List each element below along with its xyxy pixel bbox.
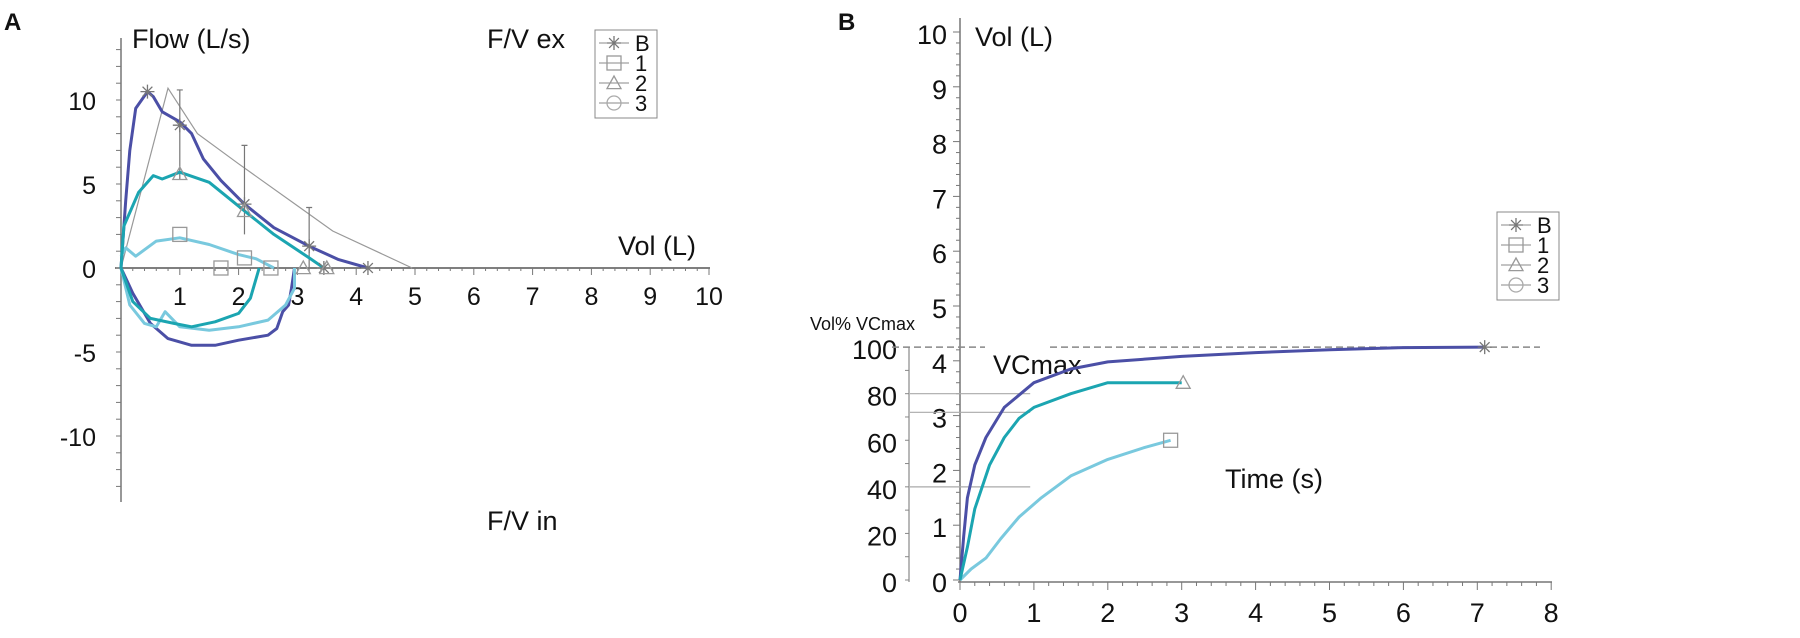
panel-a-title: F/V ex [487, 24, 566, 54]
legend-marker-3 [606, 95, 622, 111]
x-tick-label: 7 [1470, 598, 1485, 628]
y-tick-label: 7 [932, 184, 947, 214]
marker-1 [213, 260, 229, 276]
y2-tick-label: 40 [867, 475, 897, 505]
y-tick-label: 1 [932, 513, 947, 543]
vcmax-annotation: VCmax [993, 350, 1082, 380]
x-tick-label: 4 [349, 283, 363, 311]
legend-label-3: 3 [635, 91, 647, 116]
y-tick-label: 6 [932, 239, 947, 269]
marker-1 [236, 250, 253, 266]
legend-marker-2 [605, 74, 623, 90]
y2-tick-label: 0 [882, 568, 897, 598]
marker-2 [171, 165, 188, 181]
x-tick-label: 5 [408, 283, 422, 311]
legend-marker-B [607, 36, 621, 50]
series-B-inspiratory [119, 267, 296, 347]
series-2-expiratory [119, 170, 325, 270]
legend-label-B: B [635, 31, 650, 56]
y-tick-label: 5 [82, 172, 96, 200]
x-tick-label: 6 [1396, 598, 1411, 628]
end-marker-2 [1175, 374, 1192, 389]
panel-a-bottom-title: F/V in [487, 506, 558, 536]
panel-b-y2-label: Vol% VCmax [810, 314, 915, 334]
legend-marker-1 [606, 55, 622, 71]
legend-marker-1 [1508, 237, 1524, 253]
legend-label-2: 2 [1537, 253, 1549, 278]
y-tick-label: 9 [932, 75, 947, 105]
marker-B [302, 239, 317, 254]
marker-1 [263, 260, 279, 276]
panel-a-label: A [4, 9, 21, 36]
series-1-inspiratory [119, 267, 296, 332]
legend-label-3: 3 [1537, 273, 1549, 298]
end-marker-B [1477, 340, 1492, 355]
y-tick-label: 10 [68, 88, 96, 116]
legend-label-1: 1 [1537, 233, 1549, 258]
marker-2 [318, 259, 335, 275]
marker-1 [172, 226, 188, 243]
series-2-line [958, 381, 1182, 581]
y-tick-label: 5 [932, 294, 947, 324]
marker-2 [295, 259, 312, 275]
x-tick-label: 2 [1100, 598, 1115, 628]
panel-a-x-label: Vol (L) [618, 231, 696, 261]
series-B-expiratory [119, 90, 369, 270]
x-tick-label: 7 [526, 283, 540, 311]
marker-2 [236, 202, 253, 218]
predicted-line [120, 86, 413, 269]
y-tick-label: -10 [60, 424, 96, 452]
marker-B [316, 261, 331, 275]
y-tick-label: 10 [917, 20, 947, 50]
y-tick-label: 4 [932, 349, 947, 379]
y2-tick-label: 80 [867, 382, 897, 412]
x-tick-label: 8 [1544, 598, 1559, 628]
x-tick-label: 5 [1322, 598, 1337, 628]
x-tick-label: 3 [1174, 598, 1189, 628]
end-marker-1 [1162, 432, 1179, 448]
error-bar [176, 89, 183, 179]
y-tick-label: 8 [932, 130, 947, 160]
series-1-line [958, 438, 1171, 582]
error-bar [241, 144, 248, 235]
y-tick-label: 2 [932, 458, 947, 488]
panel-b-label: B [838, 9, 855, 36]
marker-B [140, 84, 155, 99]
x-tick-label: 2 [232, 283, 246, 311]
series-B-line [958, 345, 1485, 581]
panel-b-x-label: Time (s) [1225, 464, 1323, 494]
x-tick-label: 1 [173, 283, 187, 311]
y-tick-label: 0 [82, 256, 96, 284]
y-tick-label: 0 [932, 568, 947, 598]
y2-tick-label: 20 [867, 521, 897, 551]
x-tick-label: 0 [952, 598, 967, 628]
x-tick-label: 4 [1248, 598, 1263, 628]
x-tick-label: 1 [1026, 598, 1041, 628]
panel-a-y-label: Flow (L/s) [132, 24, 251, 54]
y2-tick-label: 60 [867, 428, 897, 458]
y2-tick-label: 100 [852, 335, 897, 365]
legend-marker-3 [1508, 277, 1524, 293]
legend-marker-2 [1507, 256, 1525, 272]
y-tick-label: 3 [932, 404, 947, 434]
x-tick-label: 6 [467, 283, 481, 311]
legend-label-1: 1 [635, 51, 647, 76]
y-tick-label: -5 [74, 340, 96, 368]
legend-marker-B [1509, 218, 1523, 232]
legend-label-B: B [1537, 213, 1552, 238]
series-2-inspiratory [119, 267, 261, 329]
marker-B [360, 261, 375, 275]
x-tick-label: 10 [695, 283, 723, 311]
marker-B [172, 118, 187, 133]
panel-b-y-label: Vol (L) [975, 22, 1053, 52]
x-tick-label: 8 [584, 283, 598, 311]
series-1-expiratory [119, 236, 275, 270]
x-tick-label: 9 [643, 283, 657, 311]
legend-label-2: 2 [635, 71, 647, 96]
